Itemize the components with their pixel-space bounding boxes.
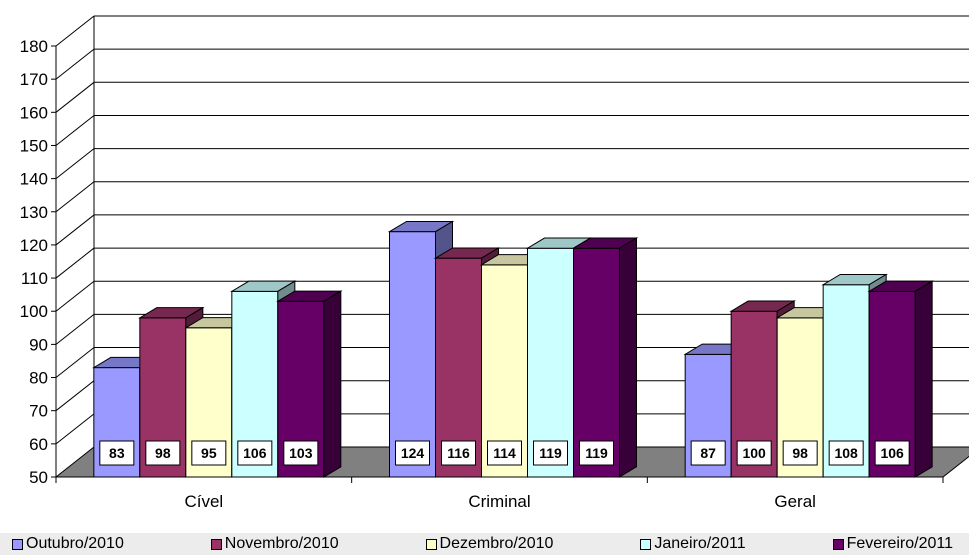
chart-legend: Outubro/2010 Novembro/2010 Dezembro/2010 Ja… xyxy=(0,533,969,555)
data-label-box xyxy=(237,440,273,466)
data-label: 100 xyxy=(742,445,766,461)
bars xyxy=(92,220,934,478)
data-label-box xyxy=(736,440,772,466)
y-tick-label: 130 xyxy=(20,203,48,222)
data-label-box xyxy=(874,440,910,466)
gridline-left xyxy=(55,115,95,146)
legend-label: Novembro/2010 xyxy=(224,535,339,552)
data-label-box xyxy=(191,440,227,466)
data-label: 114 xyxy=(493,445,516,461)
legend-item: Fevereiro/2011 xyxy=(832,535,953,553)
legend-label: Dezembro/2010 xyxy=(439,535,554,552)
data-labels: 83 98 95 106 103 124 116 114 119 119 87 100 98 108 106 xyxy=(99,440,910,466)
legend-swatch xyxy=(832,538,844,550)
data-label: 87 xyxy=(700,445,716,461)
y-tick-label: 150 xyxy=(20,136,48,155)
gridline-left xyxy=(55,214,95,246)
y-tick-label: 60 xyxy=(29,435,48,454)
gridline-left xyxy=(55,15,95,47)
gridline-left xyxy=(55,380,95,412)
data-label-box xyxy=(283,440,319,466)
data-label: 106 xyxy=(880,445,904,461)
legend-item: Outubro/2010 xyxy=(12,535,124,553)
gridline-left xyxy=(55,148,95,180)
data-label: 119 xyxy=(585,445,608,461)
gridline-left xyxy=(55,81,95,113)
gridline-left xyxy=(55,48,95,80)
y-tick-label: 120 xyxy=(20,236,48,255)
data-label: 95 xyxy=(201,445,217,461)
y-tick-label: 160 xyxy=(20,103,48,122)
data-label: 103 xyxy=(289,445,313,461)
y-tick-label: 70 xyxy=(29,402,48,421)
bar xyxy=(389,231,436,478)
gridline-left xyxy=(55,247,95,279)
bar-side xyxy=(323,290,342,478)
data-label-box xyxy=(441,440,476,466)
data-label-box xyxy=(782,440,818,466)
data-label: 98 xyxy=(155,445,171,461)
legend-item: Dezembro/2010 xyxy=(425,535,554,553)
bar-side xyxy=(619,237,637,478)
data-label-box xyxy=(828,440,864,466)
data-label: 119 xyxy=(539,445,562,461)
legend-swatch xyxy=(425,538,437,550)
y-tick-label: 170 xyxy=(20,70,48,89)
legend-label: Fevereiro/2011 xyxy=(846,535,953,552)
data-label: 116 xyxy=(447,445,470,461)
data-label: 124 xyxy=(401,445,425,461)
gridline-left xyxy=(55,313,95,345)
x-tick-label: Criminal xyxy=(468,492,530,511)
bar xyxy=(573,247,620,478)
data-label: 98 xyxy=(792,445,808,461)
legend-swatch xyxy=(640,538,652,550)
legend-item: Novembro/2010 xyxy=(210,535,339,553)
data-label: 108 xyxy=(834,445,858,461)
x-tick-label: Cível xyxy=(184,492,223,511)
y-tick-label: 110 xyxy=(21,269,48,288)
gridline-left xyxy=(55,280,95,312)
legend-item: Janeiro/2011 xyxy=(640,535,746,553)
legend-label: Janeiro/2011 xyxy=(654,535,746,552)
data-label-box xyxy=(145,440,181,466)
gridline-left xyxy=(55,347,95,378)
data-label-box xyxy=(487,440,522,466)
data-label-box xyxy=(99,440,135,466)
bar-side xyxy=(914,280,933,478)
y-tick-label: 90 xyxy=(29,335,48,354)
legend-label: Outubro/2010 xyxy=(26,535,124,552)
data-label-box xyxy=(395,440,430,466)
data-label: 83 xyxy=(109,445,125,461)
gridline-left xyxy=(55,181,95,213)
data-label-box xyxy=(690,440,726,466)
y-tick-label: 80 xyxy=(29,369,48,388)
gridline-left xyxy=(55,413,95,445)
data-label-box xyxy=(533,440,568,466)
legend-swatch xyxy=(210,538,222,550)
y-tick-label: 180 xyxy=(20,37,48,56)
x-tick-label: Geral xyxy=(774,492,816,511)
y-tick-labels: 50 60 70 80 90 100 110 120 130 140 150 160 170 180 xyxy=(20,37,56,487)
y-tick-label: 140 xyxy=(20,170,48,189)
data-label-box xyxy=(579,440,614,466)
y-tick-label: 50 xyxy=(29,468,48,487)
y-tick-label: 100 xyxy=(20,302,48,321)
data-label: 106 xyxy=(243,445,267,461)
legend-swatch xyxy=(12,538,23,550)
